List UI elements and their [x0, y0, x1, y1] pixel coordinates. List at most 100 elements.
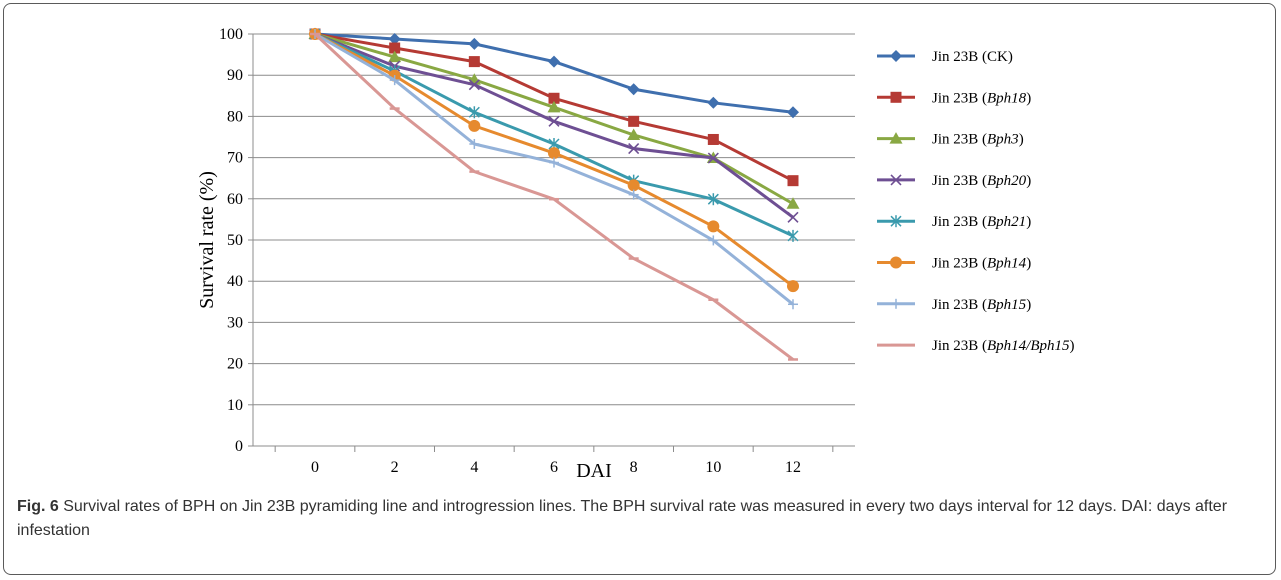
- legend-entry: Jin 23B (Bph18): [877, 90, 1031, 106]
- data-point: [627, 83, 640, 96]
- data-point: [388, 32, 401, 45]
- data-point: [707, 96, 720, 109]
- legend-label-prefix: Jin 23B (: [932, 338, 987, 354]
- y-tick-label: 30: [227, 314, 243, 331]
- data-point: [707, 220, 720, 233]
- x-tick-label: 4: [470, 459, 478, 476]
- data-point: [890, 174, 902, 186]
- legend-label: Jin 23B (Bph14/Bph15): [932, 338, 1075, 354]
- data-point: [627, 179, 640, 192]
- y-tick-label: 20: [227, 356, 243, 373]
- data-point: [889, 132, 903, 144]
- marker-stroke: [468, 79, 480, 91]
- data-point: [890, 91, 902, 103]
- legend-label-name: Bph18: [987, 90, 1027, 106]
- legend-label-prefix: Jin 23B (: [932, 297, 987, 313]
- legend: Jin 23B (CK)Jin 23B (Bph18)Jin 23B (Bph3…: [877, 49, 1075, 354]
- legend-entry: Jin 23B (Bph20): [877, 173, 1031, 189]
- data-point: [548, 92, 560, 104]
- marker-stroke: [628, 142, 640, 155]
- x-tick-label: 6: [550, 459, 558, 476]
- legend-label-name: Bph3: [987, 132, 1019, 148]
- legend-label-suffix: ): [1070, 338, 1075, 354]
- legend-label-suffix: ): [1019, 132, 1024, 148]
- axes: 0 10 20 30 40 50 60 70 80 90 100 0 2 4 6 8 10 12: [219, 26, 855, 476]
- x-axis-title: DAI: [576, 460, 612, 482]
- data-point: [786, 197, 800, 209]
- marker-stroke: [707, 152, 719, 164]
- y-tick-label: 80: [227, 108, 243, 125]
- survival-rate-chart: 0 10 20 30 40 50 60 70 80 90 100 0 2 4 6 8 10 12 Jin 23B …: [196, 26, 1075, 482]
- x-tick-label: 8: [630, 459, 638, 476]
- data-point: [548, 115, 560, 127]
- data-point: [468, 37, 481, 50]
- legend-label-suffix: ): [1026, 90, 1031, 106]
- y-tick-label: 70: [227, 150, 243, 167]
- data-point: [468, 79, 480, 91]
- series-line: [314, 32, 794, 306]
- data-point: [389, 75, 400, 86]
- data-point: [788, 299, 798, 310]
- data-point: [707, 193, 719, 206]
- legend-label-suffix: ): [1026, 173, 1031, 189]
- legend-label-prefix: Jin 23B (: [932, 49, 987, 65]
- legend-label: Jin 23B (Bph3): [932, 132, 1024, 148]
- data-point: [628, 142, 640, 155]
- data-point: [707, 152, 719, 164]
- y-tick-label: 40: [227, 273, 243, 290]
- legend-label-prefix: Jin 23B (: [932, 256, 987, 272]
- series-6: [310, 29, 798, 310]
- y-tick-label: 10: [227, 397, 243, 414]
- data-point: [787, 106, 799, 119]
- series-line: [313, 32, 794, 361]
- caption-text: Survival rates of BPH on Jin 23B pyramid…: [17, 498, 1228, 539]
- y-tick-label: 0: [235, 438, 243, 455]
- data-point: [388, 50, 402, 63]
- legend-label-name: Bph15: [987, 297, 1027, 313]
- legend-label: Jin 23B (CK): [932, 49, 1013, 65]
- data-point: [787, 175, 799, 187]
- data-point: [468, 56, 480, 68]
- legend-entry: Jin 23B (Bph14/Bph15): [877, 338, 1075, 354]
- data-point: [890, 50, 902, 62]
- x-tick-label: 2: [391, 459, 399, 476]
- marker-stroke: [890, 174, 902, 186]
- data-point: [389, 42, 401, 54]
- legend-label-name: Bph14/Bph15: [987, 338, 1070, 354]
- figure-label: Fig. 6: [17, 498, 59, 515]
- y-axis-title: Survival rate (%): [196, 171, 218, 309]
- y-tick-label: 90: [227, 67, 243, 84]
- y-tick-label: 60: [227, 191, 243, 208]
- data-point: [628, 115, 640, 127]
- legend-entry: Jin 23B (Bph14): [877, 256, 1031, 272]
- legend-label: Jin 23B (Bph21): [932, 214, 1031, 230]
- legend-label-suffix: ): [1026, 214, 1031, 230]
- legend-label: Jin 23B (Bph15): [932, 297, 1031, 313]
- data-point: [468, 119, 481, 132]
- data-point: [891, 298, 901, 309]
- data-point: [548, 147, 560, 160]
- data-point: [890, 256, 902, 269]
- data-point: [890, 215, 902, 228]
- data-point: [628, 189, 639, 200]
- grid-lines: [253, 33, 855, 406]
- data-point: [787, 280, 799, 293]
- y-tick-label: 100: [219, 26, 243, 43]
- legend-label-prefix: Jin 23B (: [932, 214, 987, 230]
- y-tick-label: 50: [227, 232, 243, 249]
- legend-entry: Jin 23B (CK): [877, 49, 1013, 65]
- legend-label-prefix: Jin 23B (: [932, 90, 987, 106]
- figure-caption: Fig. 6 Survival rates of BPH on Jin 23B …: [17, 495, 1267, 543]
- legend-entry: Jin 23B (Bph15): [877, 297, 1031, 313]
- legend-label-suffix: ): [1026, 297, 1031, 313]
- data-point: [469, 139, 480, 150]
- data-point: [707, 133, 719, 145]
- data-point: [547, 100, 561, 113]
- legend-label: Jin 23B (Bph18): [932, 90, 1031, 106]
- series-7: [310, 32, 798, 361]
- series-lines: [308, 27, 800, 361]
- data-point: [548, 55, 560, 68]
- legend-label-name: CK: [987, 49, 1008, 65]
- data-point: [787, 229, 799, 242]
- x-tick-label: 12: [785, 459, 801, 476]
